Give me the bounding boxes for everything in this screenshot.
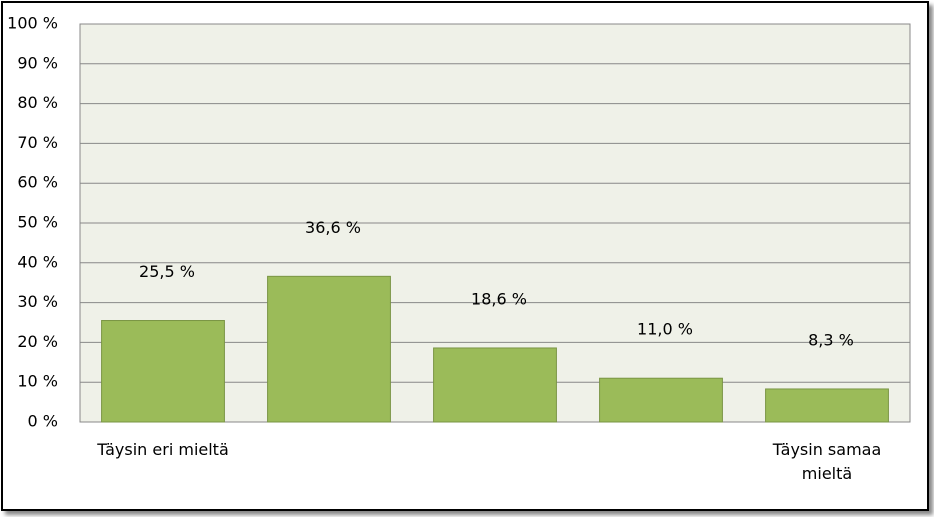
data-label: 8,3 % xyxy=(808,330,854,349)
y-tick-label: 90 % xyxy=(17,53,58,72)
bar xyxy=(765,388,889,423)
y-tick-label: 30 % xyxy=(17,292,58,311)
y-tick-label: 100 % xyxy=(7,14,58,33)
bar xyxy=(101,320,225,423)
data-label: 18,6 % xyxy=(471,289,527,308)
y-tick-label: 70 % xyxy=(17,133,58,152)
bar xyxy=(267,275,391,423)
y-tick-label: 50 % xyxy=(17,213,58,232)
data-label: 36,6 % xyxy=(305,218,361,237)
data-label: 11,0 % xyxy=(637,320,693,339)
y-tick-label: 60 % xyxy=(17,173,58,192)
x-tick-label: Täysin samaa mieltä xyxy=(772,440,882,483)
x-tick-label: Täysin eri mieltä xyxy=(97,440,229,459)
bar xyxy=(599,377,723,423)
y-tick-label: 0 % xyxy=(28,412,58,431)
data-label: 25,5 % xyxy=(139,262,195,281)
bar xyxy=(433,347,557,423)
y-tick-label: 20 % xyxy=(17,332,58,351)
y-tick-label: 10 % xyxy=(17,372,58,391)
y-tick-label: 40 % xyxy=(17,252,58,271)
y-tick-label: 80 % xyxy=(17,93,58,112)
